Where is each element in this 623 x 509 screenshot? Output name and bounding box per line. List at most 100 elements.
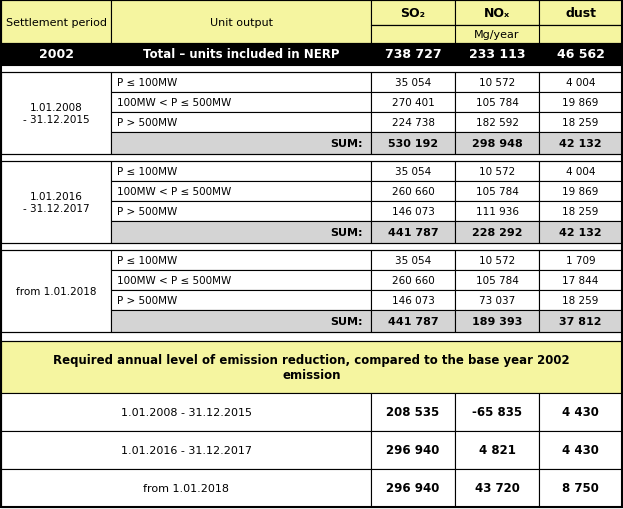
Bar	[371, 73, 455, 93]
Bar	[111, 202, 371, 221]
Text: 100MW < P ≤ 500MW: 100MW < P ≤ 500MW	[117, 187, 231, 196]
Bar	[539, 162, 622, 182]
Text: Mg/year: Mg/year	[473, 30, 519, 40]
Text: 8 750: 8 750	[562, 482, 599, 495]
Bar	[1, 155, 622, 162]
Text: 105 784: 105 784	[475, 275, 518, 286]
Text: 441 787: 441 787	[388, 317, 439, 326]
Bar	[111, 310, 371, 332]
Bar	[111, 162, 371, 182]
Bar	[455, 162, 539, 182]
Text: P > 500MW: P > 500MW	[117, 295, 178, 305]
Text: 228 292: 228 292	[472, 228, 522, 238]
Bar	[1, 250, 111, 332]
Bar	[371, 310, 455, 332]
Text: Total – units included in NERP: Total – units included in NERP	[143, 48, 340, 62]
Bar	[1, 469, 371, 507]
Bar	[539, 310, 622, 332]
Bar	[371, 26, 622, 44]
Text: P ≤ 100MW: P ≤ 100MW	[117, 166, 178, 177]
Text: 260 660: 260 660	[392, 187, 434, 196]
Bar	[455, 182, 539, 202]
Text: 35 054: 35 054	[395, 166, 431, 177]
Text: 1.01.2016 - 31.12.2017: 1.01.2016 - 31.12.2017	[120, 445, 252, 455]
Bar	[455, 1, 539, 26]
Text: 298 948: 298 948	[472, 139, 522, 149]
Bar	[539, 113, 622, 133]
Text: 35 054: 35 054	[395, 78, 431, 88]
Bar	[371, 113, 455, 133]
Bar	[455, 291, 539, 310]
Text: 189 393: 189 393	[472, 317, 522, 326]
Bar	[1, 342, 622, 393]
Bar	[455, 270, 539, 291]
Text: 1 709: 1 709	[566, 256, 596, 266]
Text: 17 844: 17 844	[563, 275, 599, 286]
Bar	[111, 182, 371, 202]
Bar	[539, 291, 622, 310]
Bar	[371, 270, 455, 291]
Text: 233 113: 233 113	[468, 48, 525, 62]
Bar	[455, 202, 539, 221]
Bar	[371, 202, 455, 221]
Text: 18 259: 18 259	[563, 207, 599, 216]
Bar	[371, 431, 455, 469]
Text: 530 192: 530 192	[388, 139, 438, 149]
Text: 46 562: 46 562	[556, 48, 604, 62]
Text: 224 738: 224 738	[391, 118, 434, 128]
Text: from 1.01.2018: from 1.01.2018	[143, 483, 229, 493]
Bar	[371, 291, 455, 310]
Text: 10 572: 10 572	[479, 166, 515, 177]
Text: 1.01.2008 - 31.12.2015: 1.01.2008 - 31.12.2015	[120, 407, 252, 417]
Text: NOₓ: NOₓ	[484, 7, 510, 20]
Bar	[539, 202, 622, 221]
Bar	[1, 44, 622, 66]
Bar	[1, 162, 111, 243]
Text: 10 572: 10 572	[479, 256, 515, 266]
Bar	[371, 93, 455, 113]
Text: 73 037: 73 037	[479, 295, 515, 305]
Bar	[539, 250, 622, 270]
Bar	[455, 133, 539, 155]
Text: 105 784: 105 784	[475, 187, 518, 196]
Text: Required annual level of emission reduction, compared to the base year 2002
emis: Required annual level of emission reduct…	[53, 353, 570, 381]
Text: 182 592: 182 592	[475, 118, 518, 128]
Text: 19 869: 19 869	[563, 98, 599, 108]
Bar	[111, 291, 371, 310]
Bar	[111, 93, 371, 113]
Text: SUM:: SUM:	[330, 228, 363, 238]
Bar	[539, 469, 622, 507]
Bar	[371, 469, 455, 507]
Text: 37 812: 37 812	[559, 317, 602, 326]
Text: 296 940: 296 940	[386, 444, 440, 457]
Bar	[539, 393, 622, 431]
Bar	[1, 431, 371, 469]
Text: 270 401: 270 401	[392, 98, 434, 108]
Bar	[455, 113, 539, 133]
Text: 296 940: 296 940	[386, 482, 440, 495]
Text: 4 004: 4 004	[566, 166, 595, 177]
Bar	[111, 270, 371, 291]
Bar	[1, 243, 622, 250]
Text: 4 821: 4 821	[478, 444, 515, 457]
Text: 441 787: 441 787	[388, 228, 439, 238]
Text: 260 660: 260 660	[392, 275, 434, 286]
Bar	[371, 182, 455, 202]
Bar	[371, 221, 455, 243]
Text: 42 132: 42 132	[559, 228, 602, 238]
Text: 146 073: 146 073	[392, 295, 434, 305]
Bar	[111, 113, 371, 133]
Bar	[455, 431, 539, 469]
Text: P ≤ 100MW: P ≤ 100MW	[117, 78, 178, 88]
Bar	[455, 93, 539, 113]
Bar	[371, 1, 455, 26]
Text: SUM:: SUM:	[330, 317, 363, 326]
Text: 18 259: 18 259	[563, 295, 599, 305]
Text: 2002: 2002	[39, 48, 74, 62]
Bar	[539, 1, 622, 26]
Bar	[539, 221, 622, 243]
Text: SO₂: SO₂	[401, 7, 426, 20]
Bar	[455, 310, 539, 332]
Bar	[455, 393, 539, 431]
Bar	[539, 270, 622, 291]
